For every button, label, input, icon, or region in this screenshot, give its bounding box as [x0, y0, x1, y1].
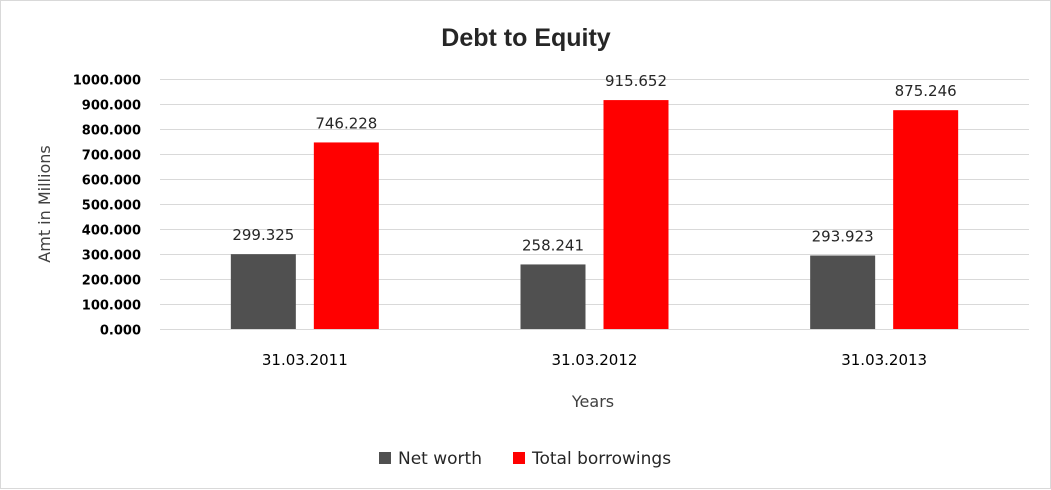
y-tick-label: 500.000: [82, 199, 141, 214]
bar: [313, 142, 379, 329]
x-tick-label: 31.03.2013: [841, 351, 927, 369]
legend-swatch: [513, 452, 525, 464]
y-tick-label: 900.000: [82, 99, 141, 114]
y-tick-label: 600.000: [82, 174, 141, 189]
y-tick-label: 300.000: [82, 249, 141, 264]
data-label: 875.246: [895, 82, 957, 100]
legend-swatch: [379, 452, 391, 464]
data-label: 293.923: [812, 228, 874, 246]
bar: [603, 100, 669, 329]
gridlines: [160, 79, 1029, 330]
y-tick-label: 800.000: [82, 124, 141, 139]
x-tick-label: 31.03.2011: [262, 351, 348, 369]
x-tick-label: 31.03.2012: [552, 351, 638, 369]
y-tick-label: 200.000: [82, 274, 141, 289]
y-tick-label: 400.000: [82, 224, 141, 239]
data-label: 258.241: [522, 236, 584, 254]
legend-label: Net worth: [398, 449, 482, 469]
data-label: 746.228: [315, 114, 377, 132]
legend: Net worth Total borrowings: [379, 449, 671, 469]
x-axis-title: Years: [571, 392, 614, 411]
chart-title: Debt to Equity: [441, 24, 611, 52]
x-tick-labels: 31.03.2011 31.03.2012 31.03.2013: [262, 351, 927, 369]
data-label: 915.652: [605, 72, 667, 90]
data-labels: 299.325 746.228 258.241 915.652 293.923 875.2…: [232, 72, 956, 254]
bar: [810, 255, 876, 329]
bar: [520, 264, 586, 329]
data-label: 299.325: [232, 226, 294, 244]
y-tick-label: 0.000: [100, 324, 141, 339]
y-tick-labels: 0.000 100.000 200.000 300.000 400.000 500.000…: [73, 74, 141, 339]
bar: [230, 254, 296, 329]
y-tick-label: 700.000: [82, 149, 141, 164]
y-tick-label: 100.000: [82, 299, 141, 314]
legend-label: Total borrowings: [531, 449, 671, 469]
y-tick-label: 1000.000: [73, 74, 141, 89]
bar: [893, 110, 959, 329]
y-axis-title: Amt in Millions: [35, 145, 54, 262]
bars: [230, 100, 959, 329]
